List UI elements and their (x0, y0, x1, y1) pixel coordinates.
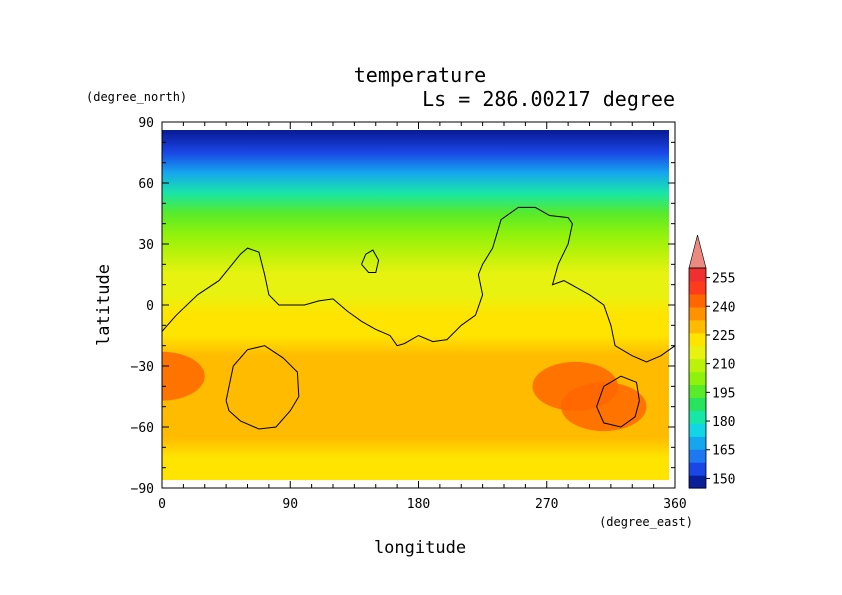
y-tick-label: −30 (131, 360, 154, 375)
chart-title: temperature (354, 63, 486, 87)
colorbar-label: 195 (712, 386, 735, 401)
colorbar-segment (689, 319, 706, 334)
x-unit-label: (degree_east) (599, 515, 693, 529)
y-tick-label: −90 (131, 482, 154, 497)
y-tick-label: 30 (138, 238, 154, 253)
colorbar-segment (689, 293, 706, 308)
southeast-contour (596, 375, 640, 428)
y-tick-label: 60 (138, 177, 154, 192)
colorbar-segment (689, 268, 706, 282)
colorbar-segment (689, 345, 706, 360)
y-tick-label: 0 (146, 299, 154, 314)
colorbar-segment (689, 410, 706, 424)
y-axis-label: latitude (94, 264, 114, 346)
colorbar-segment (689, 462, 706, 476)
colorbar-segment (689, 436, 706, 450)
southwest-contour (225, 345, 300, 430)
chart-subtitle: Ls = 286.00217 degree (422, 87, 675, 111)
x-axis-label: longitude (374, 538, 466, 558)
colorbar-label: 150 (712, 472, 735, 487)
colorbar-segment (689, 332, 706, 347)
warm-region (162, 351, 205, 401)
contour-layer (162, 206, 675, 430)
colorbar-segment (689, 449, 706, 463)
colorbar-label: 240 (712, 300, 735, 315)
warm-region-layer (162, 351, 647, 432)
colorbar-label: 165 (712, 444, 735, 459)
x-tick-label: 270 (535, 497, 558, 512)
y-tick-label: 90 (138, 116, 154, 131)
x-tick-label: 90 (282, 497, 298, 512)
warm-region (561, 382, 647, 432)
colorbar-label: 210 (712, 358, 735, 373)
colorbar-extend-arrow (688, 234, 707, 269)
colorbar-segment (689, 306, 706, 321)
colorbar-segment (689, 423, 706, 437)
y-unit-label: (degree_north) (86, 90, 187, 104)
topography-contour (162, 206, 675, 363)
colorbar-segment (689, 280, 706, 295)
axis-ticks: 0 90 180 270 360 90 60 30 0 −30 −60 −90 (131, 116, 687, 512)
y-tick-label: −60 (131, 421, 154, 436)
colorbar-segment (689, 397, 706, 411)
colorbar-label: 180 (712, 415, 735, 430)
small-contour (361, 249, 380, 273)
x-tick-label: 360 (663, 497, 686, 512)
colorbar-label: 225 (712, 329, 735, 344)
x-tick-label: 0 (158, 497, 166, 512)
colorbar-segment (689, 358, 706, 373)
colorbar-frame (688, 267, 707, 489)
colorbar-label: 255 (712, 272, 735, 287)
colorbar-segment (689, 371, 706, 386)
colorbar-segment (689, 475, 706, 489)
colorbar-segment (689, 384, 706, 399)
plot-area (162, 130, 675, 480)
colorbar: 150 165 180 195 210 225 240 255 (688, 234, 735, 489)
x-tick-label: 180 (407, 497, 430, 512)
